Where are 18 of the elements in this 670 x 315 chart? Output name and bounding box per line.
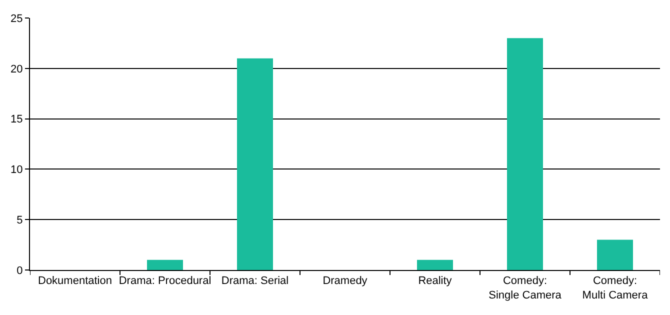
x-tick-label: Drama: Procedural bbox=[118, 275, 212, 288]
bar bbox=[597, 240, 633, 270]
x-tick-label: Comedy: Single Camera bbox=[488, 275, 562, 302]
y-tick-label: 0 bbox=[16, 264, 23, 277]
bar bbox=[417, 260, 453, 270]
bar bbox=[147, 260, 183, 270]
bar bbox=[237, 58, 273, 270]
y-tick-label: 20 bbox=[10, 63, 23, 76]
y-tick-label: 15 bbox=[10, 114, 23, 126]
x-tick-label: Drama: Serial bbox=[221, 275, 289, 288]
bar bbox=[507, 38, 543, 270]
y-tick-label: 5 bbox=[16, 214, 23, 226]
y-tick-label: 10 bbox=[10, 164, 23, 176]
x-tick-label: Reality bbox=[418, 275, 452, 288]
x-tick-label: Dramedy bbox=[322, 275, 368, 288]
x-tick-label: Comedy: Multi Camera bbox=[582, 275, 649, 302]
x-tick-label: Dokumentation bbox=[38, 275, 112, 288]
y-tick-label: 25 bbox=[10, 12, 23, 25]
